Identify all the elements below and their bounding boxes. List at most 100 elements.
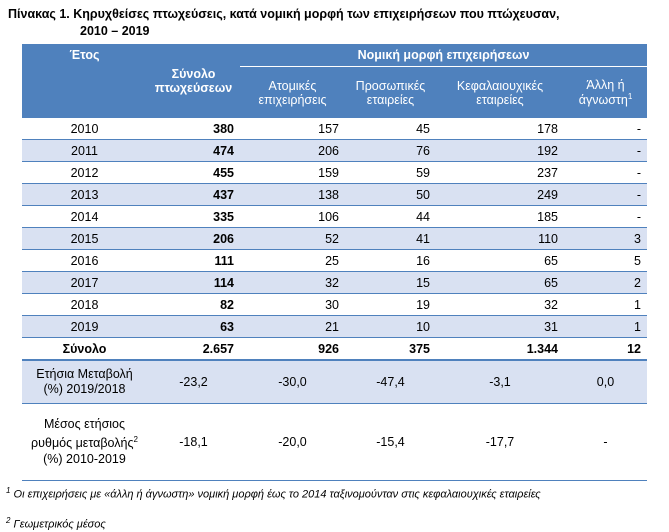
cell-other: 5 — [564, 249, 647, 272]
footnote-ref-2: 2 — [133, 435, 138, 445]
table-row: 2012 455 159 59 237- — [22, 161, 647, 184]
cell-individual: 32 — [240, 271, 345, 294]
cell-personal: 19 — [345, 293, 436, 316]
cell-year: 2013 — [22, 183, 147, 206]
annual-change-capital: -3,1 — [436, 360, 564, 404]
annual-change-label: Ετήσια Μεταβολή (%) 2019/2018 — [22, 360, 147, 404]
cell-year: 2012 — [22, 161, 147, 184]
cell-total: 63 — [147, 315, 240, 338]
avg-rate-total: -18,1 — [147, 403, 240, 481]
cell-personal: 50 — [345, 183, 436, 206]
table-row: 2016 111 25 16 65 5 — [22, 249, 647, 272]
cell-other: 1 — [564, 293, 647, 316]
header-total: Σύνολο πτωχεύσεων — [147, 44, 240, 118]
cell-year: 2011 — [22, 139, 147, 162]
avg-rate-individual: -20,0 — [240, 403, 345, 481]
cell-individual: 206 — [240, 139, 345, 162]
cell-other: 3 — [564, 227, 647, 250]
table-row: 2017 114 32 15 65 2 — [22, 271, 647, 294]
cell-other: - — [564, 205, 647, 228]
cell-year: 2015 — [22, 227, 147, 250]
footnote-1: 1 Οι επιχειρήσεις με «άλλη ή άγνωστη» νο… — [6, 486, 541, 501]
cell-individual: 138 — [240, 183, 345, 206]
sum-personal: 375 — [345, 337, 436, 361]
cell-capital: 237 — [436, 161, 564, 184]
avg-rate-label: Μέσος ετήσιος ρυθμός μεταβολής2 (%) 2010… — [22, 403, 147, 481]
cell-capital: 31 — [436, 315, 564, 338]
cell-year: 2010 — [22, 118, 147, 140]
cell-other: - — [564, 118, 647, 140]
cell-year: 2014 — [22, 205, 147, 228]
cell-personal: 59 — [345, 161, 436, 184]
cell-other: - — [564, 183, 647, 206]
sum-individual: 926 — [240, 337, 345, 361]
cell-personal: 16 — [345, 249, 436, 272]
cell-year: 2017 — [22, 271, 147, 294]
cell-personal: 44 — [345, 205, 436, 228]
cell-individual: 106 — [240, 205, 345, 228]
cell-total: 82 — [147, 293, 240, 316]
cell-other: 2 — [564, 271, 647, 294]
cell-capital: 185 — [436, 205, 564, 228]
cell-personal: 45 — [345, 118, 436, 140]
cell-personal: 41 — [345, 227, 436, 250]
footnote-ref-1: 1 — [627, 91, 633, 101]
cell-total: 437 — [147, 183, 240, 206]
cell-capital: 65 — [436, 271, 564, 294]
cell-personal: 10 — [345, 315, 436, 338]
sum-row: Σύνολο 2.657 926 375 1.344 12 — [22, 337, 647, 361]
cell-individual: 159 — [240, 161, 345, 184]
cell-total: 474 — [147, 139, 240, 162]
header-legal-form: Νομική μορφή επιχειρήσεων — [240, 44, 647, 67]
cell-other: - — [564, 139, 647, 162]
cell-capital: 249 — [436, 183, 564, 206]
table-row: 2014 335 106 44 185- — [22, 205, 647, 228]
sum-total: 2.657 — [147, 337, 240, 361]
cell-capital: 32 — [436, 293, 564, 316]
avg-rate-other: - — [564, 403, 647, 481]
cell-personal: 76 — [345, 139, 436, 162]
cell-capital: 65 — [436, 249, 564, 272]
annual-change-individual: -30,0 — [240, 360, 345, 404]
title-line-2: 2010 – 2019 — [80, 24, 150, 38]
table-row: 2018 82 30 19 32 1 — [22, 293, 647, 316]
table-title: Πίνακας 1. Κηρυχθείσες πτωχεύσεις, κατά … — [8, 6, 658, 40]
cell-total: 380 — [147, 118, 240, 140]
cell-capital: 178 — [436, 118, 564, 140]
header-other: Άλλη ή άγνωστη1 — [564, 66, 647, 118]
table-row: 2010 380 157 45 178- — [22, 118, 647, 140]
sum-label: Σύνολο — [22, 337, 147, 361]
cell-other: 1 — [564, 315, 647, 338]
table-row: 2019 63 21 10 31 1 — [22, 315, 647, 338]
cell-capital: 192 — [436, 139, 564, 162]
cell-year: 2019 — [22, 315, 147, 338]
cell-individual: 25 — [240, 249, 345, 272]
avg-rate-row: Μέσος ετήσιος ρυθμός μεταβολής2 (%) 2010… — [22, 403, 647, 481]
sum-other: 12 — [564, 337, 647, 361]
cell-total: 455 — [147, 161, 240, 184]
cell-personal: 15 — [345, 271, 436, 294]
cell-other: - — [564, 161, 647, 184]
header-capital: Κεφαλαιουχικές εταιρείες — [436, 66, 564, 118]
cell-total: 114 — [147, 271, 240, 294]
table-row: 2011 474 206 76 192- — [22, 139, 647, 162]
avg-rate-capital: -17,7 — [436, 403, 564, 481]
cell-individual: 157 — [240, 118, 345, 140]
annual-change-row: Ετήσια Μεταβολή (%) 2019/2018 -23,2 -30,… — [22, 360, 647, 404]
cell-individual: 21 — [240, 315, 345, 338]
header-year: Έτος — [22, 44, 147, 118]
cell-total: 206 — [147, 227, 240, 250]
footnote-2: 2 Γεωμετρικός μέσος — [6, 516, 106, 531]
annual-change-personal: -47,4 — [345, 360, 436, 404]
cell-individual: 52 — [240, 227, 345, 250]
cell-total: 111 — [147, 249, 240, 272]
sum-capital: 1.344 — [436, 337, 564, 361]
cell-individual: 30 — [240, 293, 345, 316]
header-personal: Προσωπικές εταιρείες — [345, 66, 436, 118]
title-line-1: Πίνακας 1. Κηρυχθείσες πτωχεύσεις, κατά … — [8, 7, 560, 21]
cell-year: 2018 — [22, 293, 147, 316]
avg-rate-personal: -15,4 — [345, 403, 436, 481]
annual-change-total: -23,2 — [147, 360, 240, 404]
table-row: 2013 437 138 50 249- — [22, 183, 647, 206]
cell-year: 2016 — [22, 249, 147, 272]
